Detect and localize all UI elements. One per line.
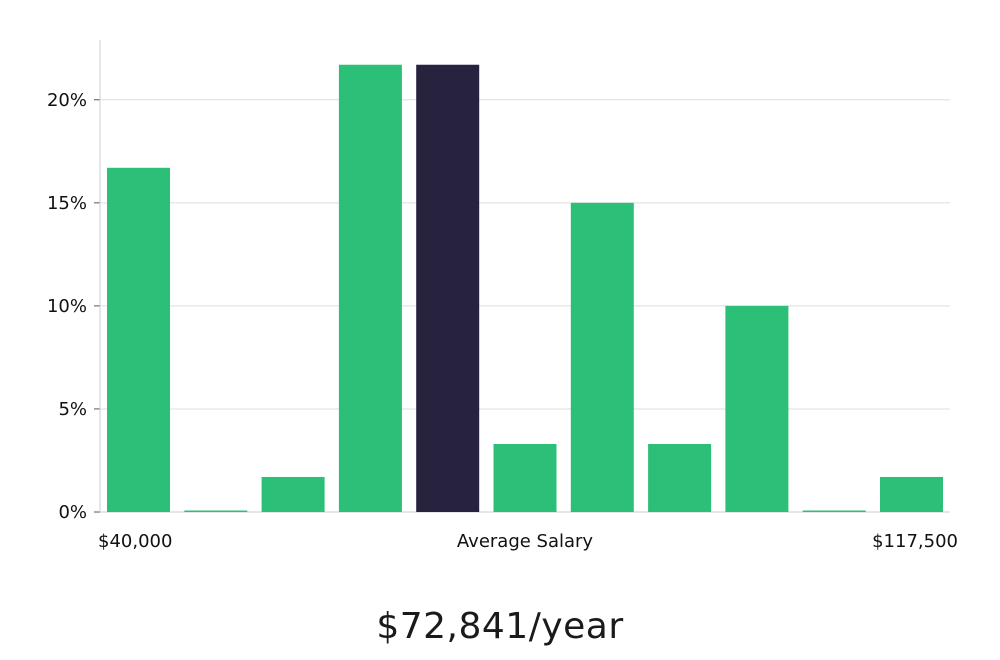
bar <box>880 476 943 512</box>
bar <box>493 443 557 512</box>
average-salary-value: $72,841/year <box>376 606 624 647</box>
y-tick-label: 5% <box>58 399 87 420</box>
bar <box>261 476 325 512</box>
salary-histogram: 0% 5% 10% 15% 20% $40,000 Average Salary $11… <box>47 40 958 552</box>
bar <box>802 510 866 512</box>
bar <box>570 202 634 512</box>
y-tick-label: 20% <box>47 90 87 111</box>
bars <box>107 64 943 512</box>
x-start-label: $40,000 <box>98 531 172 552</box>
x-center-label: Average Salary <box>457 531 594 552</box>
gridlines <box>100 99 950 410</box>
bar-average-salary <box>416 64 480 512</box>
bar <box>648 443 712 512</box>
y-tick-labels: 0% 5% 10% 15% 20% <box>47 90 87 523</box>
bar <box>725 305 789 512</box>
y-tick-label: 0% <box>58 502 87 523</box>
y-tick-label: 15% <box>47 193 87 214</box>
bar <box>107 167 170 512</box>
axes <box>94 40 950 513</box>
bar <box>338 64 402 512</box>
x-end-label: $117,500 <box>872 531 958 552</box>
bar <box>184 510 248 512</box>
y-tick-label: 10% <box>47 296 87 317</box>
